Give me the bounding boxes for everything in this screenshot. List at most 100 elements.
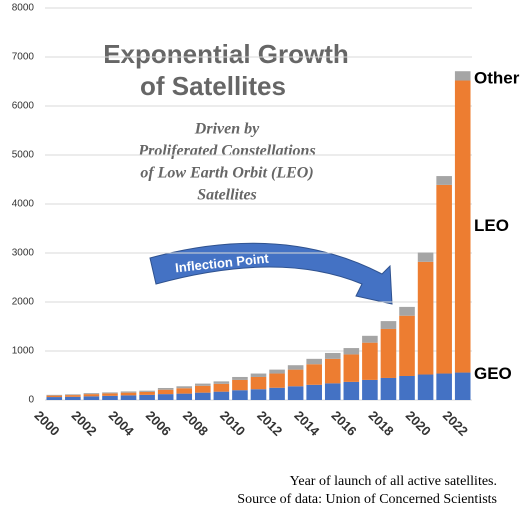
y-tick-label: 8000	[12, 3, 35, 14]
bar-segment	[454, 372, 471, 400]
legend-label: Other	[474, 69, 520, 88]
bar-segment	[306, 364, 322, 385]
legend-label: GEO	[474, 364, 512, 383]
note: Source of data: Union of Concerned Scien…	[237, 492, 497, 507]
bar-segment	[120, 391, 137, 393]
bar-segment	[306, 384, 322, 400]
bar-segment	[399, 306, 415, 316]
bar-segment	[250, 373, 267, 377]
bar-segment	[195, 385, 211, 393]
x-tick-label: 2010	[217, 408, 248, 439]
bar-segment	[46, 395, 63, 398]
bar-segment	[83, 393, 100, 395]
y-tick-label: 7000	[12, 52, 35, 63]
arrow	[149, 242, 393, 305]
bar-segment	[157, 387, 174, 390]
bar-segment	[232, 390, 248, 400]
bar-segment	[120, 392, 137, 396]
bar-segment	[102, 395, 118, 400]
bar-segment	[65, 394, 81, 396]
chart-title: of Satellites	[140, 71, 286, 101]
x-tick-label: 2000	[32, 408, 63, 439]
bar-segment	[213, 391, 230, 400]
legend-label: LEO	[474, 216, 509, 235]
bar-segment	[324, 358, 341, 384]
bar-segment	[343, 354, 360, 382]
bar-segment	[213, 381, 230, 384]
bar-segment	[269, 373, 285, 388]
bar-segment	[287, 365, 304, 370]
bar-segment	[306, 358, 322, 365]
x-tick-label: 2012	[254, 408, 285, 439]
subtitle: Proliferated Constellations	[137, 143, 315, 160]
bar-segment	[287, 386, 304, 400]
bar-segment	[380, 321, 397, 329]
bar-segment	[213, 383, 230, 392]
bar-segment	[102, 393, 118, 396]
bar-segment	[139, 391, 155, 395]
bar-segment	[362, 342, 378, 380]
bar-segment	[46, 394, 63, 396]
y-tick-label: 3000	[12, 248, 35, 259]
bar-segment	[362, 335, 378, 343]
bar-segment	[157, 389, 174, 395]
bar-segment	[287, 369, 304, 387]
bar-segment	[250, 376, 267, 390]
bar-segment	[380, 328, 397, 378]
bar-segment	[324, 383, 341, 400]
x-tick-label: 2020	[403, 408, 434, 439]
note: Year of launch of all active satellites.	[290, 474, 497, 489]
bar-segment	[195, 383, 211, 386]
bar-segment	[83, 394, 100, 397]
bar-segment	[417, 261, 434, 375]
bar-segment	[269, 369, 285, 374]
bar-segment	[65, 395, 81, 397]
y-tick-label: 1000	[12, 346, 35, 357]
bar-segment	[83, 396, 100, 400]
x-tick-label: 2016	[329, 408, 360, 439]
x-tick-label: 2008	[180, 408, 211, 439]
bar-segment	[157, 394, 174, 400]
bar-segment	[232, 376, 248, 380]
bar-segment	[176, 388, 193, 394]
bar-segment	[250, 389, 267, 400]
bar-segment	[139, 394, 155, 400]
chart-title: Exponential Growth	[103, 39, 349, 69]
bar-segment	[399, 375, 415, 400]
bar-segment	[232, 379, 248, 391]
bar-segment	[176, 393, 193, 400]
bar-segment	[176, 386, 193, 389]
subtitle: Satellites	[197, 187, 257, 204]
x-tick-label: 2004	[106, 408, 138, 440]
bar-segment	[399, 315, 415, 376]
bar-segment	[380, 377, 397, 400]
x-tick-label: 2002	[69, 408, 100, 439]
bar-segment	[102, 392, 118, 394]
bar-segment	[120, 395, 137, 400]
x-tick-label: 2006	[143, 408, 174, 439]
x-tick-label: 2014	[291, 408, 323, 440]
bar-segment	[454, 80, 471, 373]
subtitle: of Low Earth Orbit (LEO)	[140, 165, 313, 182]
bar-segment	[417, 374, 434, 400]
bar-segment	[139, 390, 155, 392]
bar-segment	[343, 381, 360, 400]
bar-segment	[362, 379, 378, 400]
bar-segment	[454, 71, 471, 81]
bar-segment	[46, 397, 63, 400]
bar-segment	[65, 396, 81, 400]
x-tick-label: 2018	[366, 408, 397, 439]
y-tick-label: 2000	[12, 297, 35, 308]
y-tick-label: 6000	[12, 101, 35, 112]
subtitle: Driven by	[194, 121, 260, 138]
bar-segment	[417, 252, 434, 262]
x-tick-label: 2022	[440, 408, 471, 439]
bar-segment	[269, 387, 285, 400]
bar-segment	[436, 373, 452, 400]
bar-segment	[436, 176, 452, 185]
bar-segment	[436, 184, 452, 374]
bar-segment	[343, 348, 360, 355]
bar-segment	[195, 392, 211, 400]
y-tick-label: 5000	[12, 150, 35, 161]
